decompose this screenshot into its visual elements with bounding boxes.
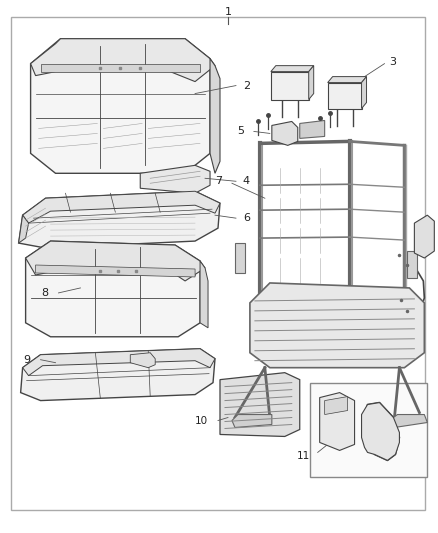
Polygon shape — [320, 393, 355, 450]
Polygon shape — [19, 215, 28, 243]
Bar — [310, 383, 427, 478]
Polygon shape — [271, 71, 309, 100]
Text: 7: 7 — [215, 176, 222, 186]
Polygon shape — [220, 373, 300, 437]
Polygon shape — [328, 83, 361, 109]
Polygon shape — [250, 283, 424, 368]
Polygon shape — [23, 349, 215, 376]
Polygon shape — [140, 165, 210, 193]
Text: 10: 10 — [195, 416, 208, 425]
Polygon shape — [130, 353, 155, 368]
Polygon shape — [325, 397, 348, 415]
Polygon shape — [235, 243, 245, 273]
Polygon shape — [31, 39, 210, 173]
Polygon shape — [200, 261, 208, 328]
Polygon shape — [25, 241, 205, 281]
Polygon shape — [309, 66, 314, 100]
Polygon shape — [328, 77, 367, 83]
Text: 3: 3 — [389, 56, 396, 67]
Text: 2: 2 — [243, 80, 250, 91]
Polygon shape — [361, 402, 399, 461]
Text: 6: 6 — [243, 213, 250, 223]
Polygon shape — [35, 265, 195, 277]
Polygon shape — [232, 415, 272, 427]
Polygon shape — [300, 120, 325, 139]
Polygon shape — [389, 415, 427, 427]
Text: 8: 8 — [42, 288, 49, 298]
Polygon shape — [25, 241, 200, 337]
Polygon shape — [414, 215, 434, 258]
Polygon shape — [272, 122, 298, 146]
Polygon shape — [23, 191, 220, 223]
Text: 5: 5 — [237, 126, 244, 136]
Polygon shape — [19, 191, 220, 248]
Polygon shape — [31, 39, 215, 82]
Text: 1: 1 — [224, 7, 231, 17]
Polygon shape — [210, 59, 220, 173]
Text: 11: 11 — [297, 451, 310, 462]
Polygon shape — [41, 63, 200, 71]
Text: 9: 9 — [24, 354, 31, 365]
Polygon shape — [21, 349, 215, 401]
Text: 4: 4 — [243, 176, 250, 186]
Polygon shape — [361, 77, 367, 109]
Polygon shape — [407, 251, 417, 278]
Polygon shape — [271, 66, 314, 71]
